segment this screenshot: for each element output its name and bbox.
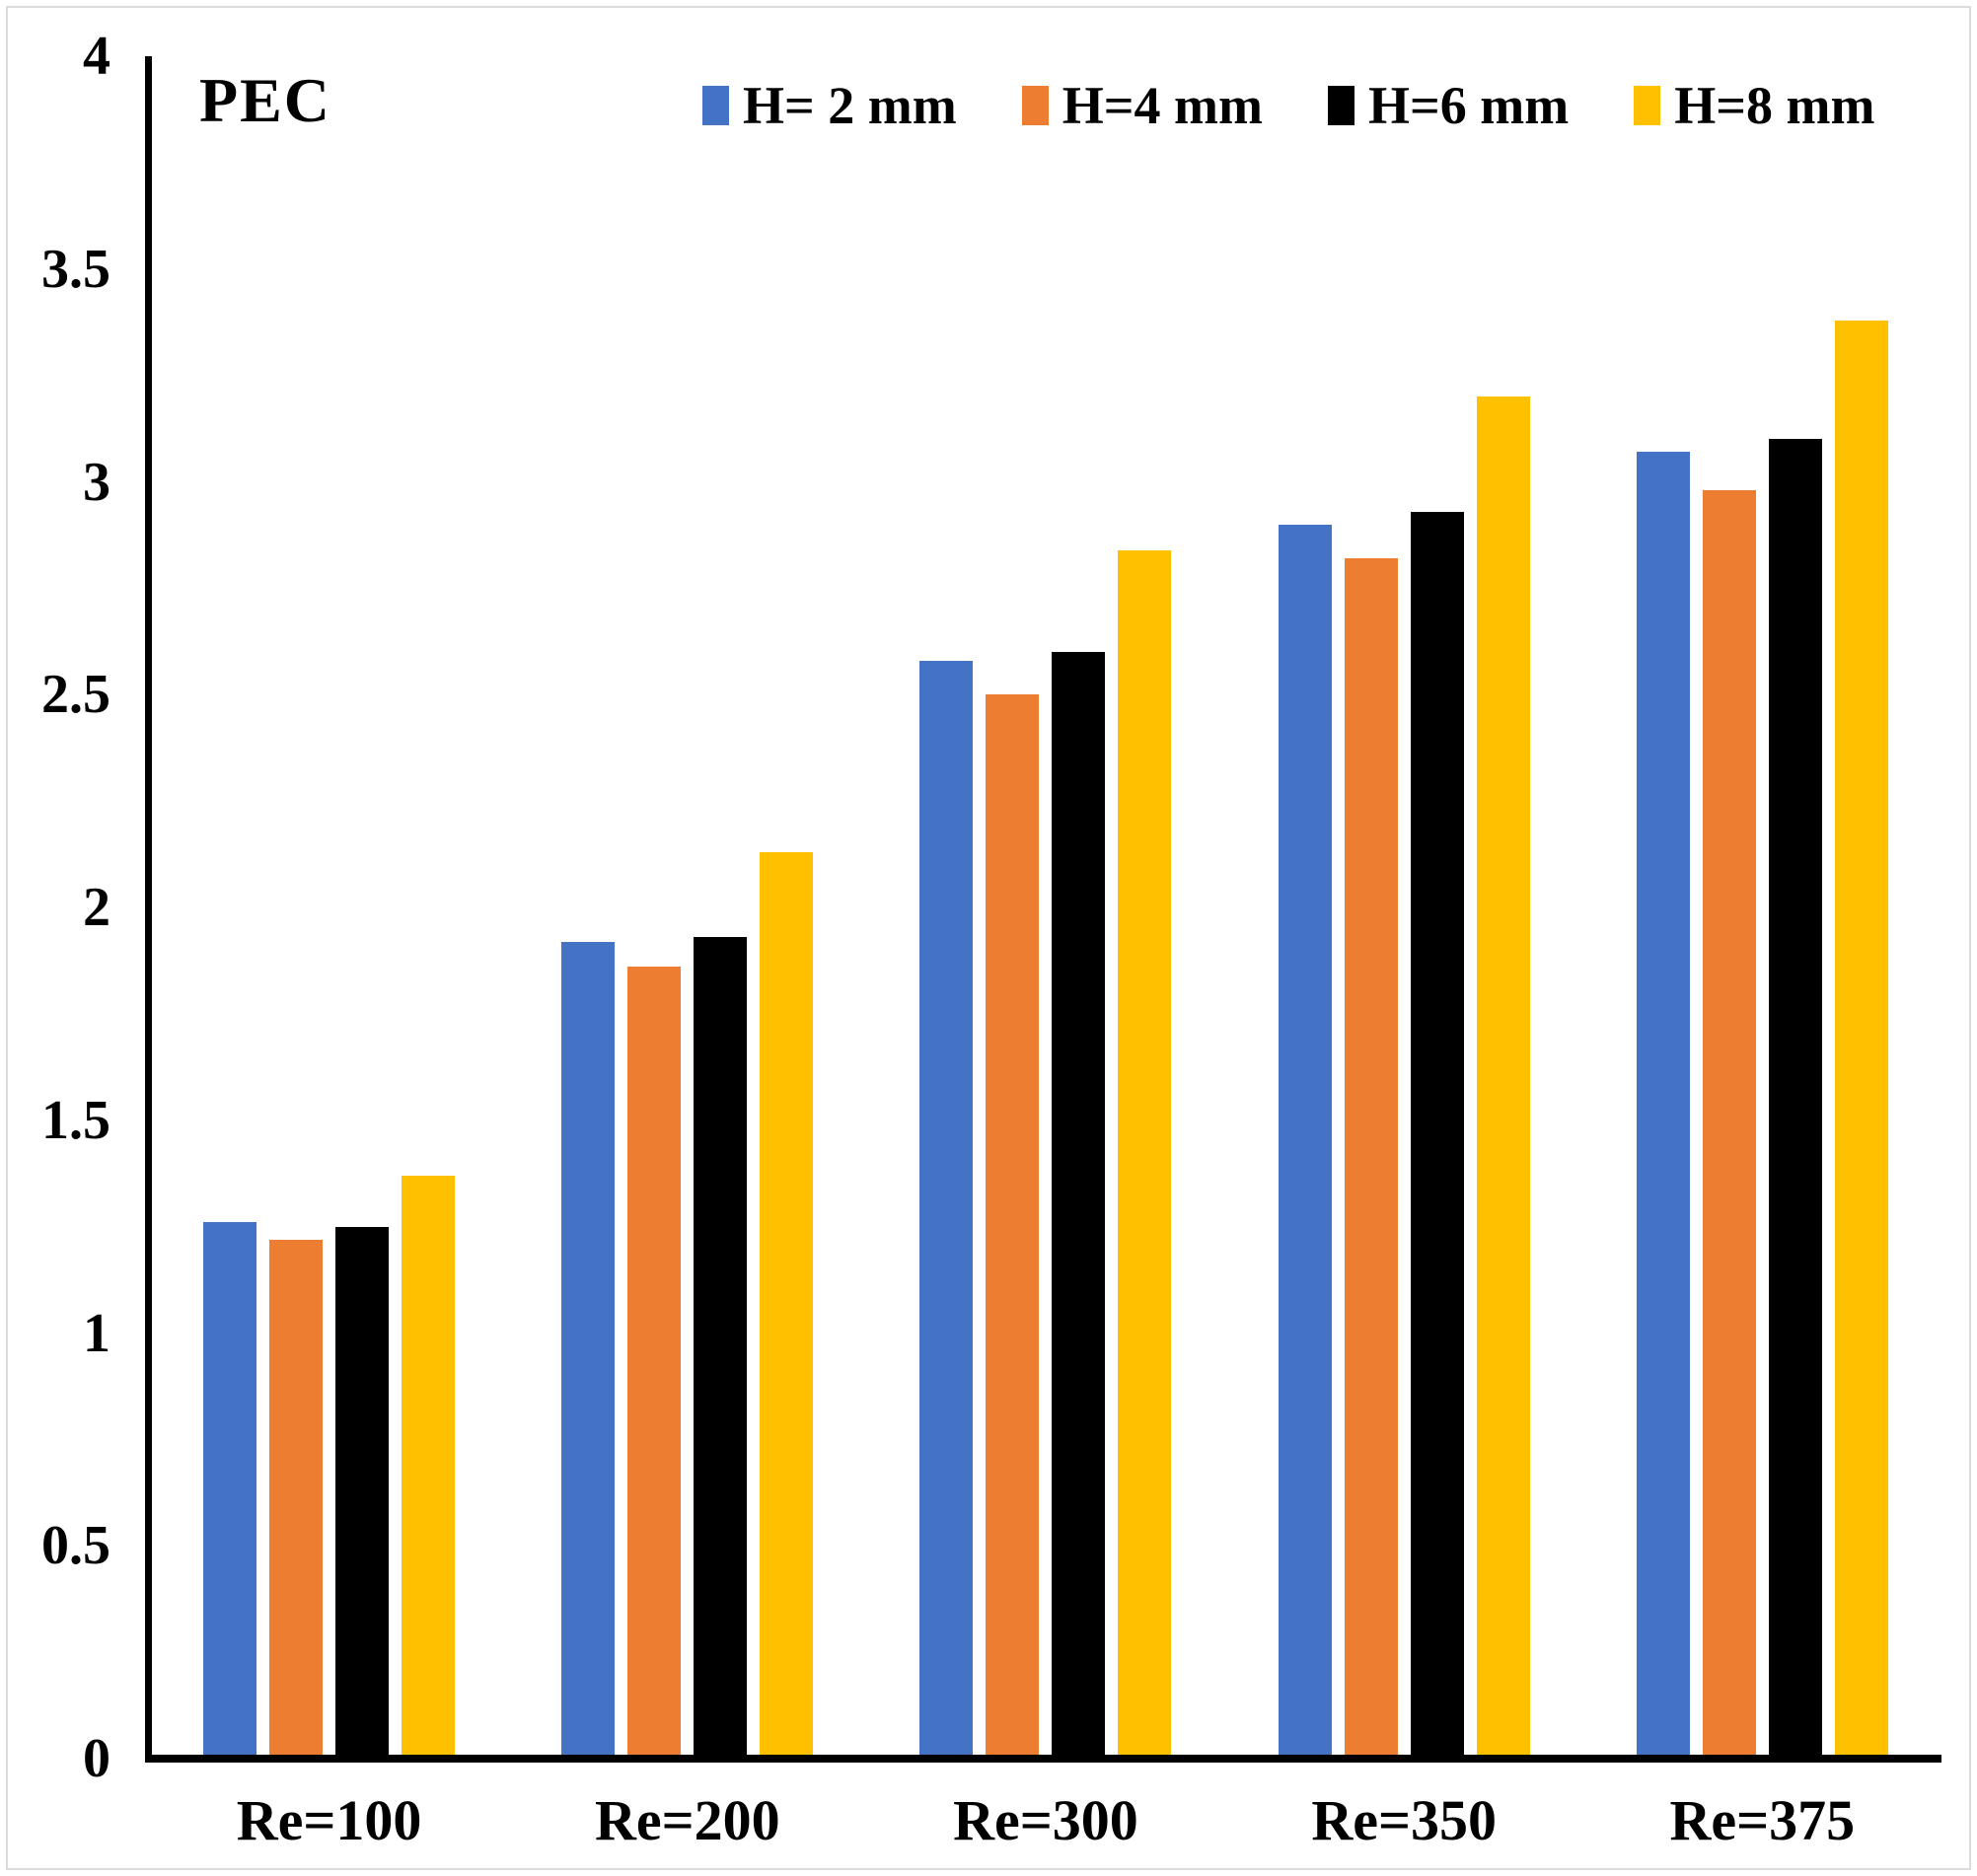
bar-H=4mm-Re=300 — [986, 694, 1040, 1759]
legend-label: H=6 mm — [1368, 76, 1570, 135]
x-axis-tick-labels: Re=100 Re=200 Re=300 Re=350 Re=375 — [150, 1788, 1941, 1853]
legend-item-H=2mm: H= 2 mm — [702, 74, 957, 137]
legend-swatch-icon — [1328, 86, 1355, 125]
bar-H=4mm-Re=200 — [627, 967, 682, 1759]
bar-H=8mm-Re=350 — [1476, 397, 1530, 1759]
legend-label: H= 2 mm — [743, 76, 957, 135]
legend-item-H=4mm: H=4 mm — [1021, 74, 1263, 137]
y-tick-label-0: 0 — [83, 1728, 110, 1789]
bar-H=6mm-Re=300 — [1052, 652, 1106, 1759]
bar-group-Re=350 — [1278, 56, 1530, 1759]
bar-H=2mm-Re=100 — [203, 1222, 257, 1759]
legend-item-H=8mm: H=8 mm — [1634, 74, 1875, 137]
y-tick-label-3: 3 — [83, 451, 110, 513]
bar-H=2mm-Re=375 — [1636, 452, 1690, 1759]
bar-H=8mm-Re=100 — [402, 1175, 456, 1759]
bar-H=8mm-Re=375 — [1834, 320, 1888, 1759]
bar-H=6mm-Re=200 — [694, 937, 748, 1759]
y-tick-label-1.5: 1.5 — [41, 1089, 110, 1151]
bar-group-Re=300 — [919, 56, 1172, 1759]
x-tick-label-Re=200: Re=200 — [594, 1788, 780, 1852]
y-tick-label-1: 1 — [83, 1302, 110, 1364]
x-tick-label-Re=375: Re=375 — [1669, 1788, 1856, 1852]
y-tick-label-0.5: 0.5 — [41, 1515, 110, 1577]
bar-H=8mm-Re=300 — [1118, 549, 1172, 1759]
bar-H=6mm-Re=100 — [335, 1226, 390, 1759]
bar-group-Re=200 — [561, 56, 814, 1759]
legend-item-H=6mm: H=6 mm — [1328, 74, 1569, 137]
bar-group-Re=100 — [203, 56, 456, 1759]
y-tick-label-2.5: 2.5 — [41, 664, 110, 726]
bar-H=2mm-Re=300 — [919, 660, 974, 1759]
bar-H=6mm-Re=375 — [1768, 439, 1822, 1759]
bar-H=2mm-Re=200 — [561, 941, 616, 1759]
bars-row — [150, 56, 1941, 1759]
x-tick-label-Re=300: Re=300 — [953, 1788, 1138, 1852]
bar-H=4mm-Re=350 — [1344, 558, 1398, 1759]
bar-H=2mm-Re=350 — [1278, 524, 1332, 1759]
x-axis-line — [145, 1755, 1941, 1763]
bar-H=6mm-Re=350 — [1410, 511, 1464, 1759]
legend: H= 2 mm H=4 mm H=6 mm H=8 mm — [702, 74, 1875, 137]
bar-H=8mm-Re=200 — [760, 851, 814, 1759]
bar-H=4mm-Re=100 — [269, 1239, 324, 1759]
legend-swatch-icon — [1021, 86, 1049, 125]
legend-label: H=4 mm — [1062, 76, 1263, 135]
y-tick-label-2: 2 — [83, 877, 110, 938]
x-tick-label-Re=100: Re=100 — [236, 1788, 422, 1852]
x-tick-label-Re=350: Re=350 — [1311, 1788, 1497, 1852]
legend-swatch-icon — [702, 86, 729, 125]
plot-area — [145, 56, 1941, 1763]
y-tick-label-4: 4 — [83, 26, 110, 87]
y-axis-title: PEC — [199, 65, 331, 135]
y-axis-line — [145, 56, 152, 1763]
legend-label: H=8 mm — [1674, 76, 1875, 135]
bar-H=4mm-Re=375 — [1702, 490, 1756, 1759]
y-tick-label-3.5: 3.5 — [41, 238, 110, 300]
legend-swatch-icon — [1634, 86, 1661, 125]
bar-group-Re=375 — [1636, 56, 1888, 1759]
